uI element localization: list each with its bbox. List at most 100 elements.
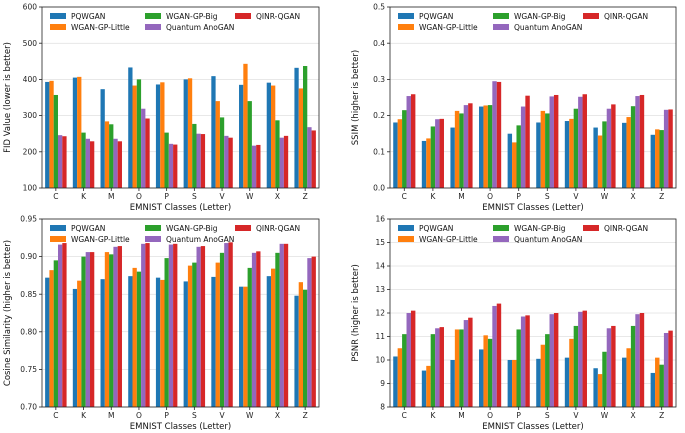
bar-wgan-gp-big-z (659, 364, 664, 407)
bar-wgan-gp-little-x (271, 268, 276, 407)
plot-frame (389, 218, 677, 408)
y-tick-label: 11 (375, 332, 385, 341)
x-tick-label: M (108, 192, 114, 201)
bar-wgan-gp-big-m (109, 124, 114, 188)
bar-pqwgan-c (393, 356, 398, 407)
bar-qinr-qgan-o (145, 243, 150, 407)
legend-swatch (493, 13, 509, 19)
bar-wgan-gp-little-v (215, 262, 220, 407)
y-tick-label: 13 (375, 285, 385, 294)
bar-wgan-gp-big-m (109, 254, 114, 407)
bar-qinr-qgan-x (639, 94, 645, 188)
y-tick-label: 0.95 (20, 215, 37, 224)
bar-pqwgan-m (450, 360, 455, 407)
bar-wgan-gp-big-k (430, 334, 436, 407)
legend-label: WGAN-GP-Big (514, 224, 566, 233)
bar-qinr-qgan-s (200, 246, 206, 407)
bar-quantum-anogan-s (549, 96, 554, 188)
bar-wgan-gp-big-m (459, 329, 464, 407)
y-axis-label: SSIM (higher is better) (351, 50, 361, 145)
bar-pqwgan-x (266, 276, 272, 407)
y-tick-label: 15 (375, 238, 385, 247)
bar-quantum-anogan-k (435, 119, 440, 188)
bar-quantum-anogan-k (85, 252, 90, 407)
bar-quantum-anogan-p (520, 316, 526, 407)
x-tick-label: C (402, 192, 407, 201)
bar-qinr-qgan-c (410, 310, 416, 407)
bar-quantum-anogan-z (307, 127, 312, 188)
bar-pqwgan-c (393, 122, 398, 188)
bar-pqwgan-z (650, 372, 656, 407)
bar-wgan-gp-big-c (53, 260, 58, 407)
bar-quantum-anogan-m (463, 105, 469, 188)
bar-wgan-gp-little-w (597, 374, 603, 407)
bar-pqwgan-k (421, 370, 427, 407)
y-axis-label: FID Value (lower is better) (3, 42, 13, 153)
legend-swatch (583, 225, 599, 231)
legend-swatch (398, 236, 414, 242)
bar-pqwgan-o (479, 349, 484, 407)
legend-label: Quantum AnoGAN (166, 23, 234, 32)
legend-swatch (50, 24, 66, 30)
bar-quantum-anogan-c (58, 244, 63, 407)
x-tick-label: W (601, 411, 609, 420)
bar-wgan-gp-little-o (483, 335, 488, 407)
bar-pqwgan-k (72, 77, 78, 188)
legend-swatch (145, 225, 161, 231)
bar-wgan-gp-little-w (243, 286, 248, 407)
x-axis-label: EMNIST Classes (Letter) (482, 422, 583, 432)
bar-quantum-anogan-w (251, 252, 257, 407)
bar-wgan-gp-little-s (187, 265, 193, 407)
bar-pqwgan-x (622, 357, 627, 407)
x-tick-label: O (136, 411, 142, 420)
bar-pqwgan-s (183, 281, 188, 407)
legend-swatch (493, 236, 509, 242)
y-tick-label: 0.75 (20, 365, 37, 374)
chart-2: 0.0 0.1 0.2 0.3 0.4 0.5 C K M O P S V W X Z EMNIST Class… (351, 3, 677, 213)
x-tick-label: X (631, 411, 636, 420)
y-axis-label: PSNR (higher is better) (351, 264, 361, 362)
y-tick-label: 300 (23, 111, 38, 120)
bar-quantum-anogan-o (492, 81, 497, 188)
x-tick-label: K (430, 192, 436, 201)
bar-quantum-anogan-p (520, 106, 526, 188)
bar-wgan-gp-little-c (49, 80, 54, 188)
bar-qinr-qgan-z (311, 256, 316, 407)
bar-qinr-qgan-v (228, 137, 233, 188)
bar-quantum-anogan-m (113, 138, 118, 188)
x-tick-label: K (81, 411, 87, 420)
bar-wgan-gp-big-x (630, 325, 636, 407)
x-tick-label: Z (659, 411, 664, 420)
y-tick-label: 0.3 (373, 75, 385, 84)
bar-wgan-gp-big-s (192, 123, 197, 188)
bar-wgan-gp-little-c (397, 119, 403, 188)
legend-label: PQWGAN (71, 12, 105, 21)
bar-wgan-gp-little-c (397, 348, 403, 407)
legend-swatch (235, 225, 251, 231)
bar-pqwgan-o (479, 106, 484, 188)
legend-swatch (493, 24, 509, 30)
bar-qinr-qgan-v (228, 242, 233, 407)
bar-wgan-gp-big-k (81, 256, 86, 407)
bar-pqwgan-x (266, 82, 272, 188)
legend-swatch (398, 24, 414, 30)
bar-pqwgan-k (421, 140, 427, 188)
bar-pqwgan-v (564, 357, 570, 407)
bar-qinr-qgan-k (439, 327, 444, 407)
y-tick-label: 12 (375, 309, 385, 318)
x-tick-label: O (487, 192, 493, 201)
bar-pqwgan-c (45, 277, 50, 407)
bar-pqwgan-s (183, 79, 188, 188)
bar-wgan-gp-big-c (53, 94, 58, 188)
bar-qinr-qgan-p (173, 243, 178, 407)
bar-qinr-qgan-c (62, 136, 67, 188)
bar-quantum-anogan-k (85, 138, 90, 188)
x-tick-label: X (631, 192, 636, 201)
x-tick-label: O (487, 411, 493, 420)
bar-wgan-gp-big-p (516, 329, 521, 407)
bar-wgan-gp-little-s (540, 344, 546, 407)
legend-label: WGAN-GP-Little (419, 23, 478, 32)
y-tick-label: 100 (23, 184, 38, 193)
bar-wgan-gp-big-c (402, 110, 407, 188)
bar-pqwgan-k (72, 288, 78, 407)
